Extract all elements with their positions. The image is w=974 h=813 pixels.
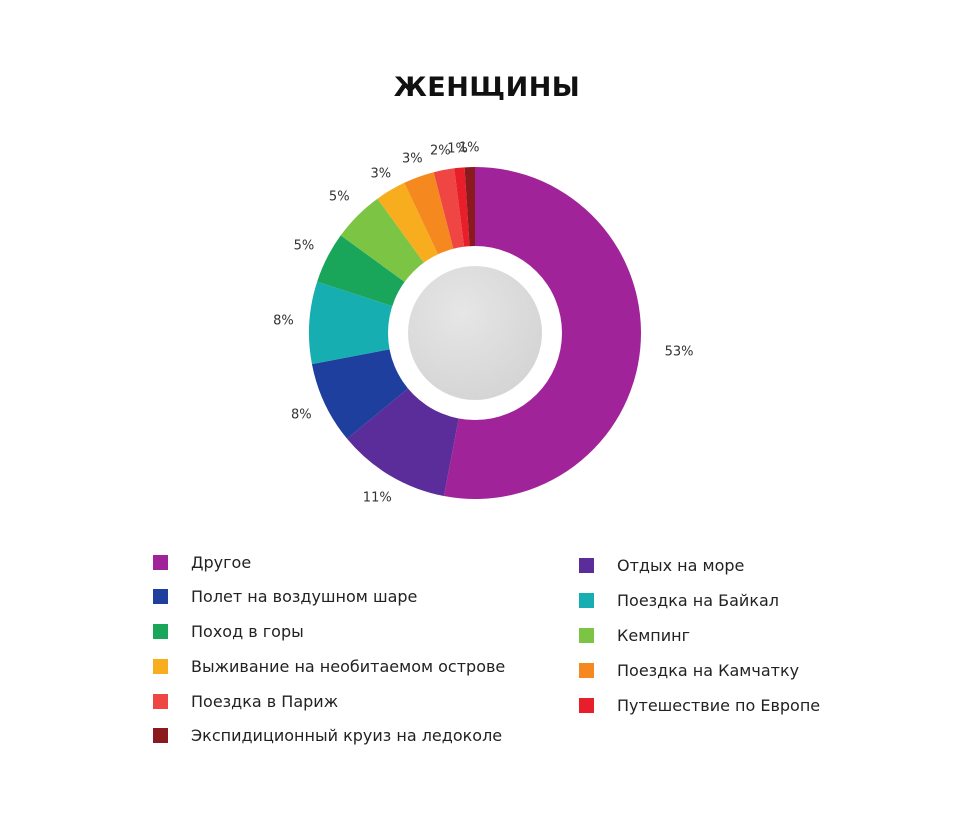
percentage-label: 11% [362, 490, 392, 506]
donut-slice [377, 182, 439, 264]
donut-slice [443, 167, 641, 499]
donut-slice [464, 167, 475, 248]
legend-item-sea: Отдых на море [579, 556, 744, 575]
donut-slices [309, 167, 641, 499]
legend-label: Экспидиционный круиз на ледоколе [191, 726, 503, 745]
legend-label: Поездка на Камчатку [617, 661, 800, 680]
donut-slice [311, 349, 409, 439]
donut-slice [347, 387, 459, 497]
legend-item-icebreaker: Экспидиционный круиз на ледоколе [153, 726, 502, 745]
legend-label: Выживание на необитаемом острове [191, 657, 506, 676]
percentage-label: 8% [290, 407, 312, 423]
donut-center-disc [408, 266, 542, 400]
legend-swatch [153, 589, 168, 604]
legend-swatch [153, 659, 168, 674]
percentage-label: 8% [273, 313, 294, 329]
legend-item-europe: Путешествие по Европе [579, 696, 820, 715]
legend-item-drugoe: Другое [153, 553, 251, 572]
legend-swatch [579, 558, 594, 573]
legend-swatch [153, 624, 168, 639]
percentage-label: 3% [402, 151, 423, 167]
legend-label: Поездка на Байкал [617, 591, 780, 610]
legend-swatch [579, 698, 594, 713]
legend-label: Поход в горы [191, 622, 304, 641]
legend-item-paris: Поездка в Париж [153, 692, 338, 711]
legend-swatch [579, 628, 594, 643]
legend-label: Кемпинг [617, 626, 690, 645]
legend-item-balloon: Полет на воздушном шаре [153, 587, 417, 606]
legend-swatch [153, 555, 168, 570]
percentage-label: 5% [293, 238, 315, 254]
percentage-label: 53% [664, 344, 694, 360]
percentage-label: 3% [370, 166, 392, 182]
donut-slice [317, 235, 406, 307]
donut-slice [433, 168, 465, 250]
legend-label: Полет на воздушном шаре [191, 587, 418, 606]
legend-item-camping: Кемпинг [579, 626, 690, 645]
legend-label: Отдых на море [617, 556, 745, 575]
legend-label: Путешествие по Европе [617, 696, 821, 715]
percentage-label: 1% [458, 140, 480, 156]
legend-label: Поездка в Париж [191, 692, 339, 711]
chart-title: ЖЕНЩИНЫ [393, 72, 581, 103]
legend-item-hiking: Поход в горы [153, 622, 304, 641]
donut-slice [340, 198, 425, 283]
legend-swatch [579, 663, 594, 678]
legend-item-baikal: Поездка на Байкал [579, 591, 779, 610]
legend-item-kamchatka: Поездка на Камчатку [579, 661, 799, 680]
percentage-label: 1% [447, 141, 468, 157]
percentage-label: 2% [430, 143, 451, 159]
donut-slice [454, 167, 470, 248]
legend-swatch [153, 694, 168, 709]
donut-slice [309, 281, 394, 365]
legend-swatch [153, 728, 168, 743]
legend-swatch [579, 593, 594, 608]
legend-item-island-survival: Выживание на необитаемом острове [153, 657, 505, 676]
donut-slice [404, 172, 454, 256]
legend-label: Другое [191, 553, 252, 572]
percentage-label: 5% [328, 189, 350, 205]
